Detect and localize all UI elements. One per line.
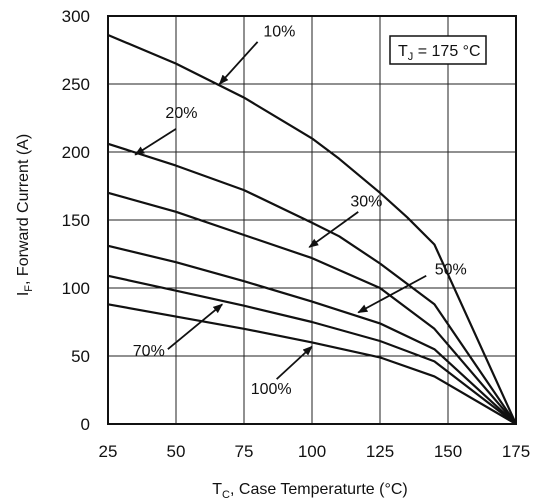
y-tick-label: 300 bbox=[62, 7, 90, 26]
y-tick-label: 200 bbox=[62, 143, 90, 162]
x-tick-label: 75 bbox=[235, 442, 254, 461]
series-line-10pct bbox=[107, 33, 518, 425]
annotation-arrow bbox=[134, 128, 177, 156]
tick-labels: 25 50 75 100 125 150 175 0 50 100 150 200 250 300 bbox=[62, 7, 531, 461]
x-tick-label: 100 bbox=[298, 442, 326, 461]
annotation-label: 70% bbox=[133, 343, 165, 360]
series-line-50pct bbox=[107, 244, 517, 425]
annotation-label: 50% bbox=[435, 261, 467, 278]
inset-box: TJ = 175 °C bbox=[389, 35, 487, 65]
y-axis-label: IF, Forward Current (A) bbox=[15, 134, 35, 296]
annotation-arrow bbox=[357, 274, 427, 314]
x-tick-label: 150 bbox=[434, 442, 462, 461]
x-tick-label: 175 bbox=[502, 442, 530, 461]
series-group bbox=[107, 33, 518, 425]
series-line-100pct bbox=[107, 303, 517, 425]
series-line-20pct bbox=[107, 142, 517, 425]
annotation-label: 10% bbox=[263, 23, 295, 40]
plot-frame bbox=[107, 15, 517, 425]
y-tick-label: 150 bbox=[62, 211, 90, 230]
annotation-arrow bbox=[218, 41, 259, 85]
annotation-arrow bbox=[167, 303, 224, 350]
annotation-label: 30% bbox=[350, 193, 382, 210]
y-tick-label: 250 bbox=[62, 75, 90, 94]
y-tick-label: 50 bbox=[71, 347, 90, 366]
series-line-30pct bbox=[107, 191, 517, 425]
x-tick-label: 125 bbox=[366, 442, 394, 461]
x-axis-label: TC, Case Temperaturte (°C) bbox=[212, 481, 407, 501]
y-tick-label: 100 bbox=[62, 279, 90, 298]
inset-label: TJ = 175 °C bbox=[398, 43, 481, 63]
series-line-70pct bbox=[107, 274, 517, 425]
grid bbox=[107, 15, 517, 425]
annotation-arrow bbox=[308, 211, 359, 248]
x-tick-label: 25 bbox=[99, 442, 118, 461]
y-tick-label: 0 bbox=[81, 415, 90, 434]
annotation-arrow bbox=[276, 345, 313, 380]
annotation-label: 20% bbox=[165, 105, 197, 122]
x-tick-label: 50 bbox=[167, 442, 186, 461]
inset-frame bbox=[389, 35, 487, 65]
annotation-label: 100% bbox=[251, 381, 292, 398]
annotations: 10% 20% 30% 50% 70% 100% bbox=[133, 23, 467, 398]
